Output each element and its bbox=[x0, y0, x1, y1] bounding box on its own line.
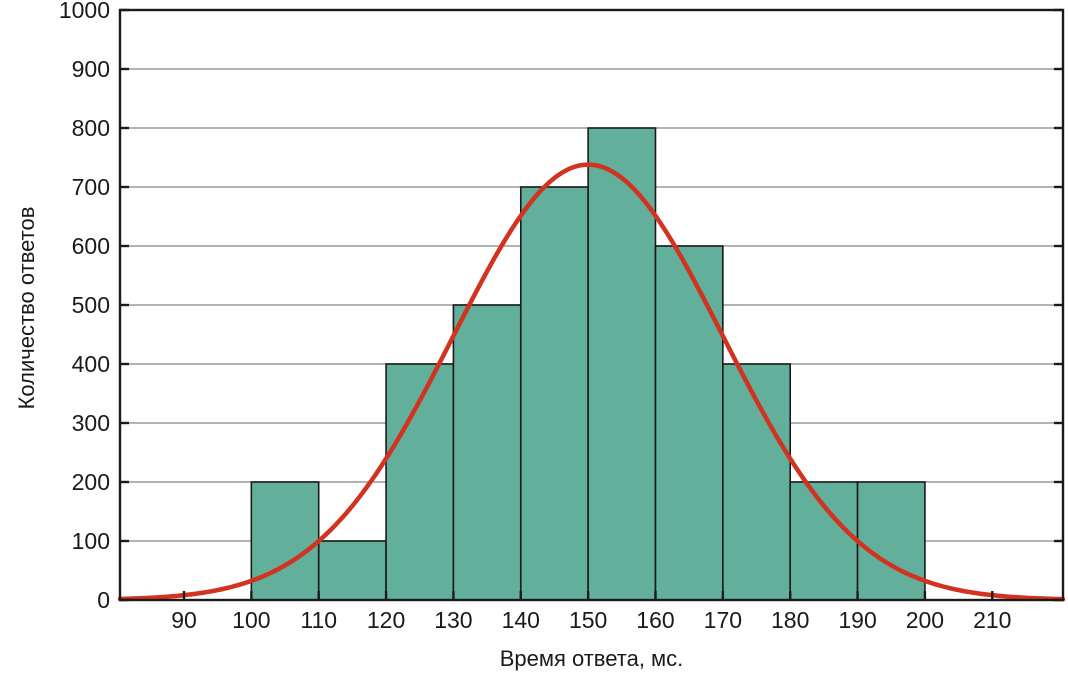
histogram-bar-110-120 bbox=[317, 540, 387, 601]
tick-labels: 0 100 200 300 400 500 600 700 800 900 1000 90 100 110… bbox=[59, 0, 1012, 633]
y-tick-label: 800 bbox=[72, 115, 110, 141]
y-axis-title: Количество ответов bbox=[14, 207, 39, 410]
histogram-bar-100-110 bbox=[250, 481, 320, 601]
x-tick-label: 180 bbox=[771, 607, 809, 633]
x-tick-label: 140 bbox=[502, 607, 540, 633]
x-tick-label: 100 bbox=[232, 607, 270, 633]
normal-distribution-curve bbox=[117, 162, 1066, 602]
y-tick-label: 900 bbox=[72, 56, 110, 82]
histogram-bars bbox=[250, 127, 926, 601]
y-tick-label: 0 bbox=[97, 587, 110, 613]
x-tick-label: 190 bbox=[838, 607, 876, 633]
x-tick-label: 150 bbox=[569, 607, 607, 633]
x-tick-label: 90 bbox=[171, 607, 197, 633]
y-tick-label: 400 bbox=[72, 351, 110, 377]
axis-ticks bbox=[120, 8, 1063, 602]
x-tick-label: 120 bbox=[367, 607, 405, 633]
x-tick-label: 110 bbox=[300, 607, 337, 633]
y-tick-label: 700 bbox=[72, 174, 110, 200]
x-axis-title: Время ответа, мс. bbox=[500, 646, 684, 671]
y-tick-label: 200 bbox=[72, 469, 110, 495]
histogram-bar-150-160 bbox=[587, 127, 657, 601]
x-tick-label: 210 bbox=[973, 607, 1011, 633]
x-tick-label: 130 bbox=[434, 607, 472, 633]
y-tick-label: 1000 bbox=[59, 0, 110, 23]
histogram-bar-140-150 bbox=[519, 186, 589, 601]
histogram-bar-190-200 bbox=[856, 481, 926, 601]
histogram-bar-160-170 bbox=[654, 245, 724, 601]
histogram-bar-130-140 bbox=[452, 304, 522, 601]
x-tick-label: 160 bbox=[636, 607, 674, 633]
x-tick-label: 170 bbox=[704, 607, 742, 633]
histogram-bar-180-190 bbox=[789, 481, 859, 601]
y-tick-label: 100 bbox=[72, 528, 110, 554]
y-tick-label: 600 bbox=[72, 233, 110, 259]
y-tick-label: 300 bbox=[72, 410, 110, 436]
normal-curve-layer bbox=[117, 162, 1066, 602]
x-tick-label: 200 bbox=[906, 607, 944, 633]
y-tick-label: 500 bbox=[72, 292, 110, 318]
